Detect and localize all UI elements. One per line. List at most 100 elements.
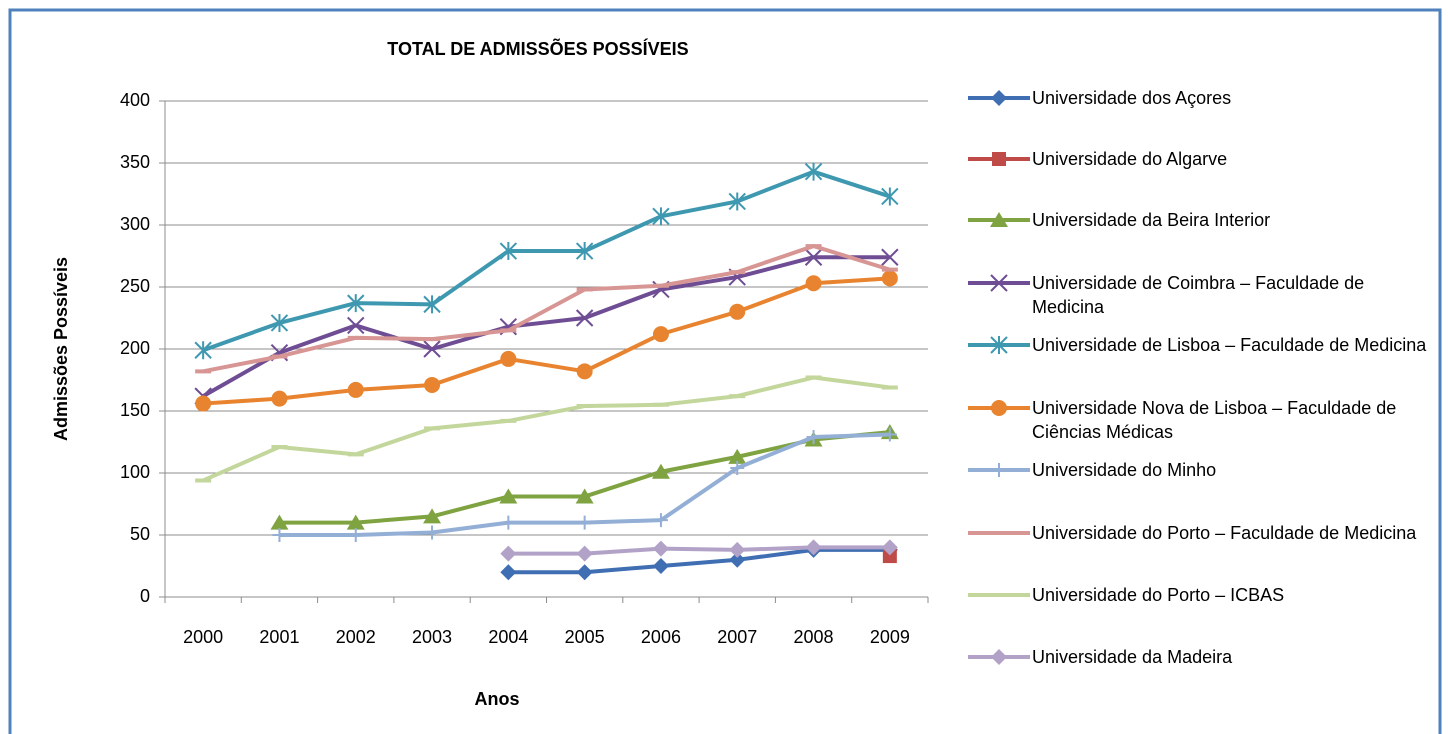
marker (882, 549, 897, 564)
marker (425, 525, 440, 540)
marker (501, 515, 516, 530)
y-axis-title: Admissões Possíveis (51, 257, 71, 441)
marker (195, 395, 212, 412)
marker (652, 326, 669, 343)
marker (577, 515, 592, 530)
marker (347, 316, 365, 335)
x-tick-label: 2000 (183, 627, 223, 647)
legend-label: Universidade da Madeira (1032, 647, 1233, 667)
marker (881, 187, 899, 206)
y-tick-label: 0 (140, 586, 150, 606)
y-tick-label: 350 (120, 152, 150, 172)
series-line (202, 255, 890, 398)
marker (194, 341, 212, 360)
marker (881, 248, 899, 266)
legend-label: Universidade do Algarve (1032, 149, 1228, 169)
marker (728, 448, 747, 464)
marker (347, 294, 365, 313)
x-tick-label: 2005 (565, 627, 605, 647)
series-line (202, 244, 891, 374)
y-tick-label: 200 (120, 338, 150, 358)
marker (270, 313, 289, 332)
y-tick-label: 250 (120, 276, 150, 296)
x-axis-title: Anos (475, 689, 520, 709)
x-tick-label: 2006 (641, 627, 681, 647)
y-tick-label: 300 (120, 214, 150, 234)
marker (424, 376, 441, 393)
marker (804, 162, 823, 181)
legend-label: Universidade da Beira Interior (1032, 210, 1271, 230)
series-line (508, 547, 890, 575)
marker (652, 540, 669, 557)
marker (272, 528, 287, 542)
x-tick-label: 2002 (336, 627, 376, 647)
legend-marker (990, 212, 1008, 227)
y-tick-label: 400 (120, 90, 150, 110)
chart-frame (8, 8, 1442, 734)
marker (423, 508, 442, 524)
x-tick-label: 2003 (412, 627, 452, 647)
x-tick-label: 2008 (794, 627, 834, 647)
marker (730, 461, 745, 476)
marker (652, 207, 670, 226)
series-line (508, 545, 890, 556)
legend-label: Universidade dos Açores (1032, 88, 1232, 108)
marker (500, 350, 517, 367)
legend-label: Universidade do Porto – ICBAS (1032, 585, 1285, 605)
y-tick-label: 150 (120, 400, 150, 420)
marker (423, 295, 441, 314)
series-line (202, 375, 891, 483)
legend-label: Universidade do Porto – Faculdade de Med… (1032, 523, 1417, 543)
marker (651, 463, 670, 479)
marker (729, 541, 746, 558)
marker (270, 514, 289, 530)
y-tick-label: 50 (130, 524, 150, 544)
series-line (279, 430, 891, 525)
legend-marker (992, 463, 1006, 477)
marker (575, 309, 594, 327)
legend-marker (991, 649, 1007, 665)
legend-label: Universidade Nova de Lisboa – Faculdade … (1032, 398, 1397, 442)
marker (804, 248, 823, 266)
chart-title: TOTAL DE ADMISSÕES POSSÍVEIS (387, 38, 688, 59)
legend-label: Universidade de Lisboa – Faculdade de Me… (1032, 335, 1427, 355)
marker (805, 275, 822, 292)
marker (729, 303, 746, 320)
marker (575, 488, 594, 504)
legend-marker (990, 336, 1008, 354)
marker (500, 545, 517, 562)
marker (882, 427, 897, 442)
y-tick-label: 100 (120, 462, 150, 482)
legend-marker (991, 90, 1007, 106)
marker (348, 528, 363, 542)
legend-label: Universidade de Coimbra – Faculdade de M… (1032, 273, 1365, 317)
legend-label: Universidade do Minho (1032, 460, 1217, 480)
marker (728, 192, 746, 211)
marker (881, 270, 898, 287)
marker (346, 514, 365, 530)
marker (881, 539, 898, 556)
legend-marker (992, 152, 1006, 166)
marker (805, 539, 822, 556)
marker (576, 564, 593, 581)
marker (576, 545, 593, 562)
marker (271, 390, 288, 407)
marker (575, 242, 594, 261)
series-line (203, 276, 890, 406)
marker (499, 488, 518, 504)
x-tick-label: 2007 (717, 627, 757, 647)
x-tick-label: 2001 (259, 627, 299, 647)
marker (806, 430, 821, 445)
series-line (202, 169, 891, 353)
marker (347, 381, 364, 398)
x-tick-label: 2009 (870, 627, 910, 647)
marker (729, 551, 746, 568)
legend-marker (990, 274, 1008, 292)
marker (653, 513, 668, 528)
x-tick-label: 2004 (488, 627, 528, 647)
marker (499, 242, 518, 261)
marker (652, 558, 669, 574)
marker (423, 340, 441, 358)
